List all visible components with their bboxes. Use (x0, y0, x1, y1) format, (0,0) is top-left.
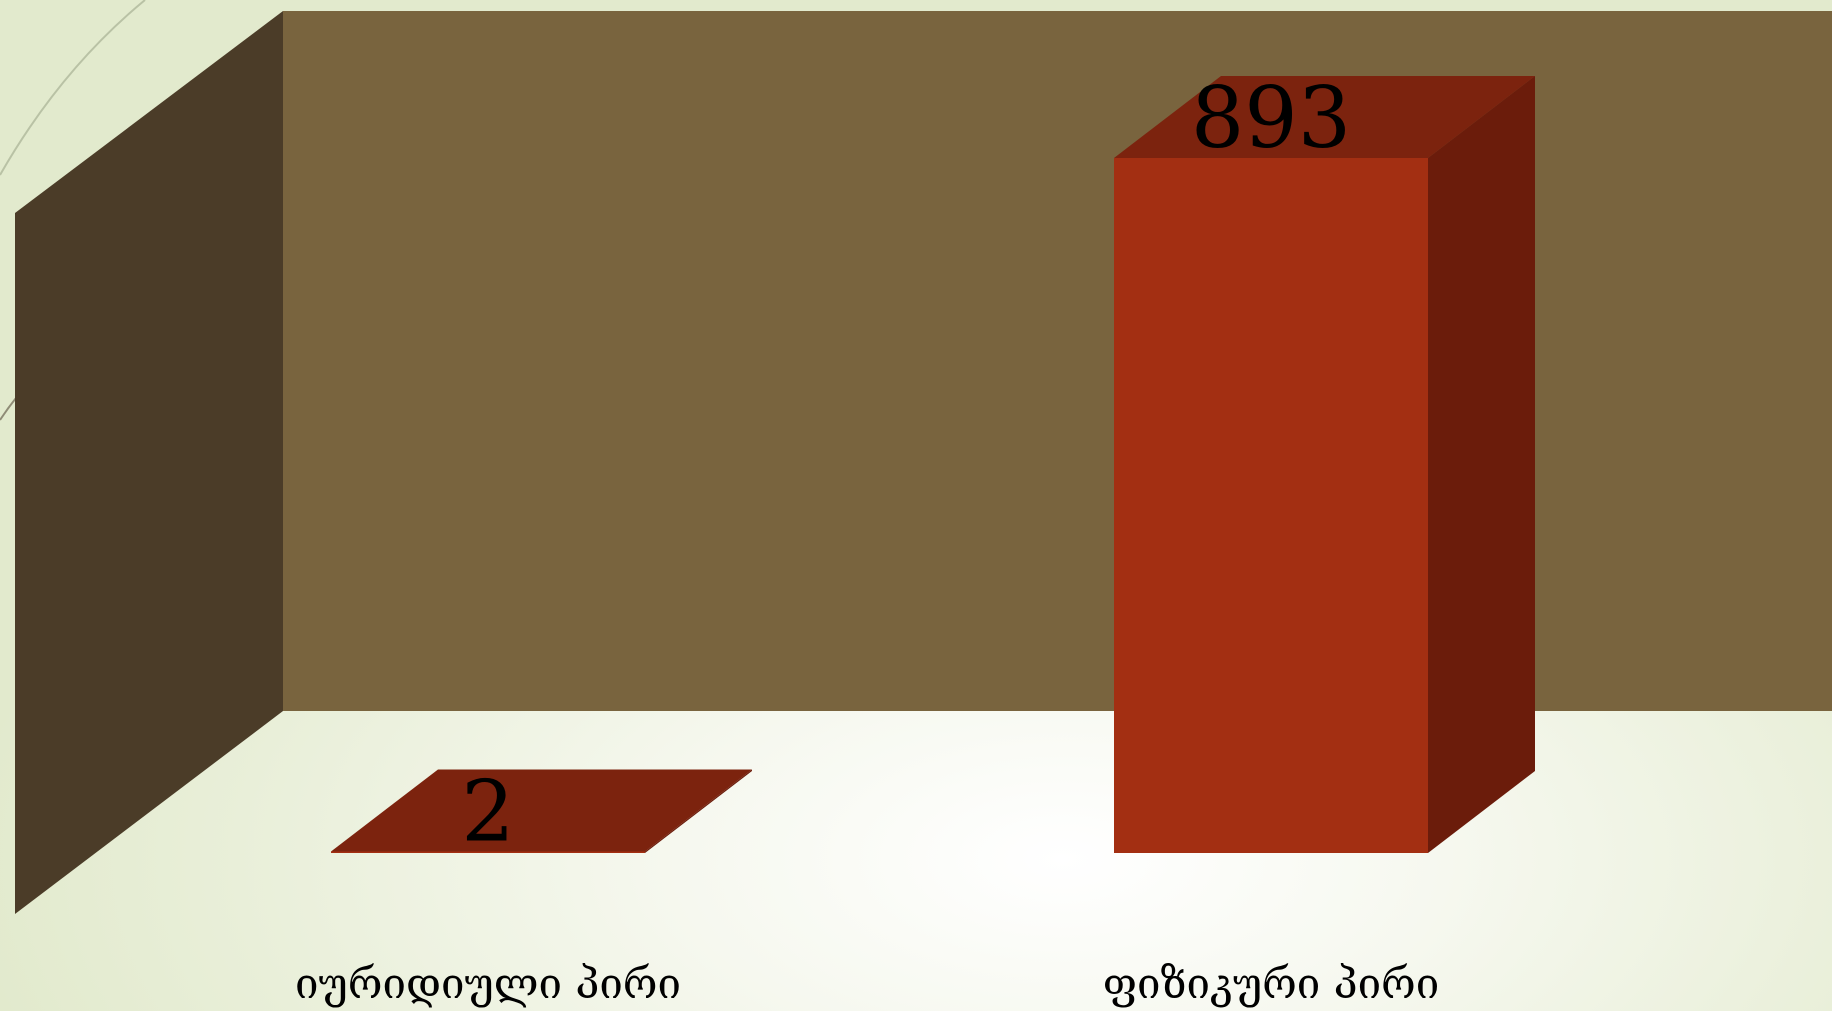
decorative-arc (0, 0, 146, 176)
bar-2 (1114, 76, 1535, 853)
category-label-1: იურიდიული პირი (295, 959, 681, 1008)
chart-back-wall (283, 11, 1832, 711)
bar-top-face (331, 769, 752, 852)
bar-side-face (1428, 76, 1535, 853)
bar-1 (331, 769, 752, 853)
decorative-arc-lower (0, 397, 17, 421)
data-label-2: 893 (1191, 69, 1351, 167)
data-label-1: 2 (461, 762, 514, 860)
bar-top-face (1114, 76, 1535, 158)
category-label-2: ფიზიკური პირი (1103, 959, 1439, 1008)
labels-layer: 2 იურიდიული პირი 893 ფიზიკური პირი (295, 69, 1439, 1008)
chart-side-wall (15, 11, 283, 914)
bar-side-face (645, 769, 752, 853)
bars-layer (331, 76, 1535, 853)
bar-front-face (1114, 158, 1428, 853)
bar-front-face (331, 851, 645, 853)
